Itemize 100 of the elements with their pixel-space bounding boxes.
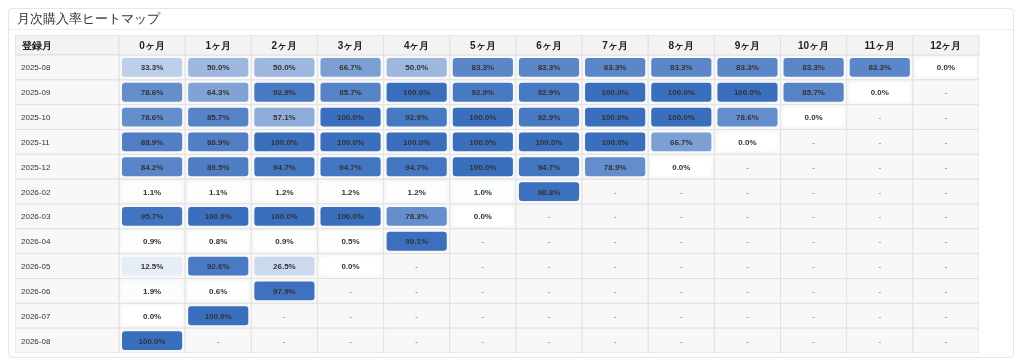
text: - [547,336,551,346]
y-axis-title: 登録月 [15,35,119,55]
text: - [812,336,815,346]
text: - [613,212,617,222]
text: - [481,237,485,247]
text: - [812,212,815,222]
data-label: 0.5% [341,237,360,247]
data-label: 64.3% [206,88,230,98]
data-label: 94.7% [339,162,362,172]
x-tick-label: 8ヶ月 [668,40,695,51]
data-label: 1.1% [209,187,228,197]
text: - [415,311,419,321]
data-label: 100.0% [601,113,629,123]
data-label: 100.0% [204,311,232,321]
text: - [944,311,948,321]
x-tick-label: 11ヶ月 [864,40,896,51]
text: - [349,336,352,346]
data-label: 1.2% [275,187,294,197]
data-label: 78.6% [140,88,164,98]
data-label: 26.5% [273,262,296,272]
data-label: 50.0% [273,63,296,73]
data-label: 100.0% [733,88,762,98]
y-tick-label: 2025-12 [21,162,51,172]
data-label: 78.9% [603,162,627,172]
data-label: 100.0% [403,88,431,98]
y-tick-label: 2026-07 [21,311,51,321]
data-label: 100.0% [336,212,365,222]
data-label: 100.0% [469,162,497,172]
data-label: 0.9% [275,237,294,247]
data-label: 100.0% [270,212,298,222]
y-tick-label: 2026-06 [21,286,51,296]
data-label: 92.9% [537,113,561,123]
data-label: 66.7% [669,137,693,147]
text: - [415,286,419,296]
x-tick-label: 9ヶ月 [734,40,761,51]
data-label: 100.0% [403,137,431,147]
data-label: 0.0% [936,63,956,73]
data-label: 1.0% [473,187,492,197]
text: - [415,262,419,272]
data-label: 83.3% [868,63,892,73]
text: - [679,212,683,222]
x-tick-label: 0ヶ月 [139,40,165,51]
text: - [679,262,683,272]
data-label: 83.3% [802,63,825,73]
text: - [812,162,815,172]
text: - [746,262,749,272]
y-tick-label: 2025-11 [21,137,51,147]
text: - [613,187,617,197]
data-label: 92.9% [471,88,495,98]
data-label: 0.0% [672,162,691,172]
x-tick-label: 3ヶ月 [337,40,364,51]
data-label: 88.9% [206,137,230,147]
text: - [481,262,485,272]
data-label: 100.0% [204,212,232,222]
data-label: 100.0% [535,137,563,147]
data-label: 0.0% [142,311,162,321]
y-tick-label: 2025-08 [21,63,51,73]
text: - [679,187,683,197]
text: - [878,336,882,346]
text: - [481,336,485,346]
text: - [613,286,617,296]
data-label: 99.1% [405,237,429,247]
y-tick-label: 2026-05 [21,262,51,272]
data-label: 0.0% [804,113,823,123]
text: - [481,286,485,296]
x-tick-label: 5ヶ月 [470,40,496,51]
data-label: 83.3% [537,63,561,73]
data-label: 85.7% [339,88,362,98]
data-label: 100.0% [667,113,695,123]
data-label: 85.7% [206,113,230,123]
text: - [613,311,617,321]
data-label: 85.7% [802,88,825,98]
data-label: 78.6% [736,113,759,123]
y-tick-label: 2026-04 [21,237,51,247]
data-label: 92.9% [537,88,561,98]
text: - [746,212,749,222]
data-label: 0.0% [738,137,757,147]
text: - [415,336,419,346]
text: - [746,336,749,346]
data-label: 94.7% [405,162,429,172]
data-label: 100.0% [336,137,365,147]
text: - [878,311,882,321]
x-tick-label: 6ヶ月 [536,40,562,51]
text: - [944,187,948,197]
text: - [547,311,551,321]
text: - [944,262,948,272]
data-label: 89.5% [206,162,230,172]
text: - [944,336,948,346]
data-label: 50.0% [405,63,429,73]
x-tick-label: 1ヶ月 [205,40,232,51]
data-label: 0.9% [142,237,162,247]
text: - [812,311,815,321]
data-label: 0.0% [870,88,889,98]
data-label: 0.8% [209,237,228,247]
text: - [944,113,948,123]
text: - [944,162,948,172]
data-label: 100.0% [601,137,629,147]
text: - [613,336,617,346]
y-tick-label: 2026-08 [21,336,51,346]
data-label: 57.1% [273,113,296,123]
